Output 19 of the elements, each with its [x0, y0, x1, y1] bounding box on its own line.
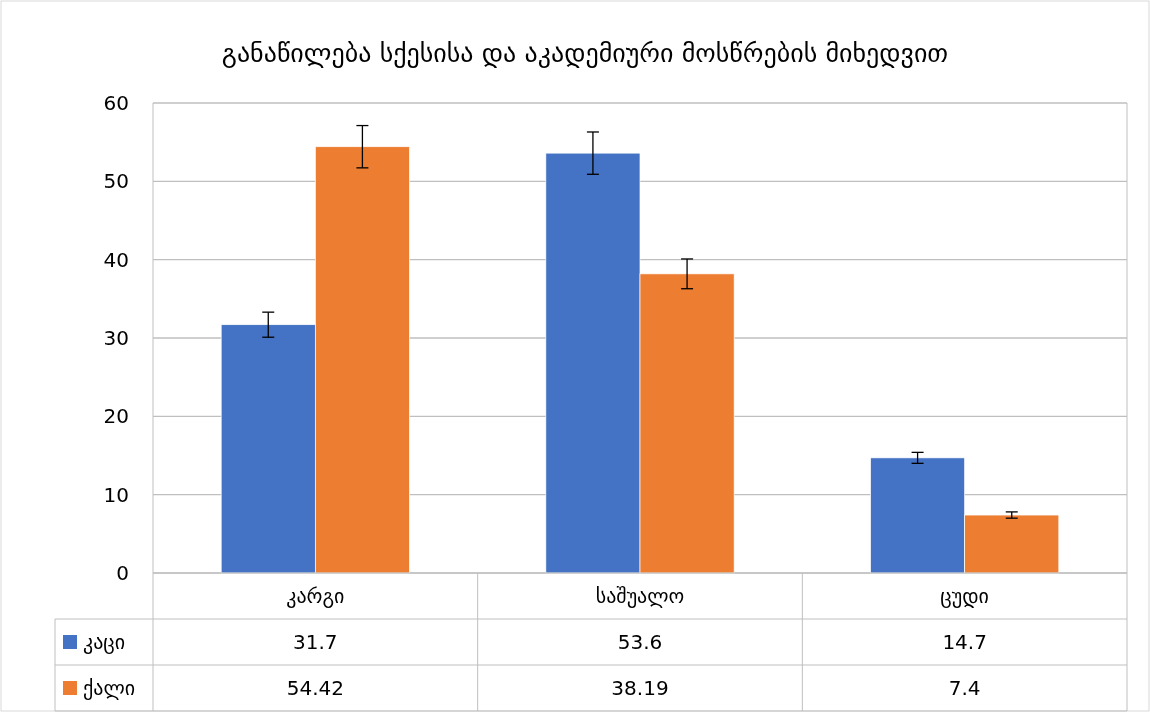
data-label: 7.4 — [948, 676, 981, 700]
y-tick-label: 10 — [103, 482, 129, 507]
data-label: 31.7 — [293, 630, 338, 654]
data-label: 54.42 — [286, 676, 344, 700]
x-tick-label: საშუალო — [595, 584, 685, 608]
chart-title: განაწილება სქესისა და აკადემიური მოსწრების მიხედვით — [221, 38, 949, 68]
data-label: 53.6 — [617, 630, 663, 654]
y-tick-label: 40 — [103, 247, 129, 272]
legend-label: ქალი — [83, 676, 136, 700]
y-tick-label: 50 — [103, 169, 129, 194]
y-tick-label: 60 — [103, 91, 129, 115]
y-tick-label: 0 — [116, 561, 129, 585]
legend-label: კაცი — [83, 630, 126, 654]
data-label: 14.7 — [942, 630, 987, 654]
x-tick-label: ცუდი — [940, 584, 989, 608]
data-label: 38.19 — [611, 676, 669, 700]
x-tick-label: კარგი — [286, 584, 345, 608]
y-tick-label: 30 — [103, 326, 129, 350]
y-tick-label: 20 — [103, 404, 129, 429]
